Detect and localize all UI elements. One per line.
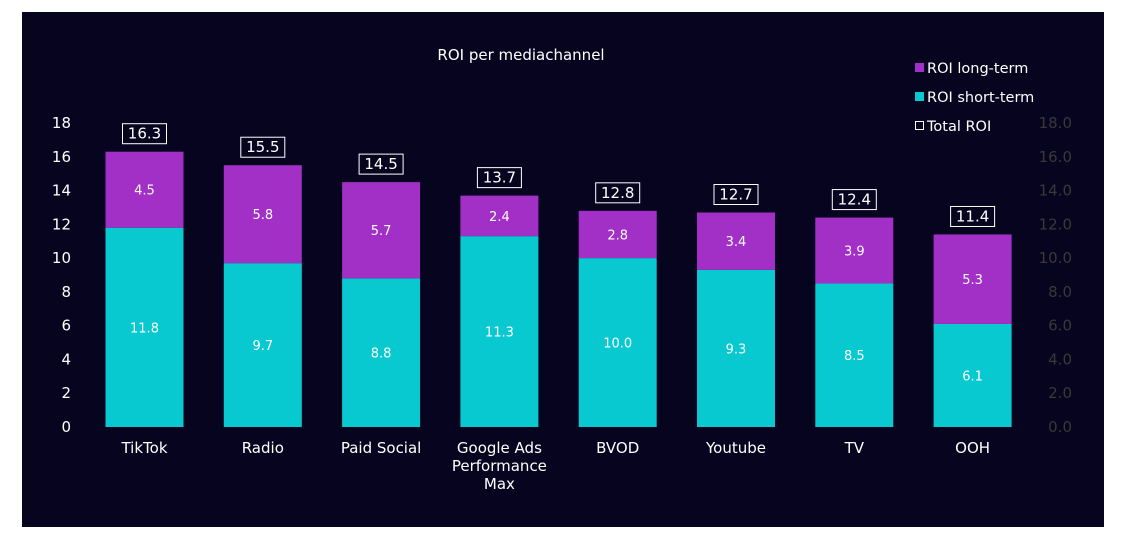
data-label-short-term: 10.0	[603, 337, 632, 352]
bar-long-term[interactable]	[578, 210, 657, 259]
x-tick-label: BVOD	[596, 439, 639, 457]
total-label: 15.5	[246, 138, 279, 156]
x-tick-label: TikTok	[120, 439, 167, 457]
data-label-short-term: 11.3	[485, 326, 514, 341]
y2-tick-label: 10.0	[1039, 249, 1072, 267]
bar-long-term[interactable]	[223, 165, 302, 264]
bar-short-term[interactable]	[933, 323, 1012, 427]
chart-panel: 0.0 2.0 4.0 6.0 8.0 10.0 12.0 14.0 16.0 18.0 0 2 4 6…	[22, 12, 1104, 527]
x-tick-label: Radio	[242, 439, 284, 457]
total-label-box	[713, 184, 759, 206]
bars: 11.8 4.5 16.3 9.7 5.8 15.5 8.8 5.7 14.5 11.3 2.4 13…	[105, 123, 1012, 427]
total-label-box	[476, 167, 522, 189]
bar-short-term[interactable]	[578, 258, 657, 427]
data-label-short-term: 8.8	[371, 347, 392, 362]
data-label-long-term: 5.8	[252, 208, 273, 223]
total-label-box	[595, 182, 641, 204]
category-axis: TikTok Radio Paid Social Google Ads Performa…	[120, 439, 990, 493]
data-label-short-term: 11.8	[130, 321, 159, 336]
y2-tick-label: 16.0	[1039, 148, 1072, 166]
primary-y-axis: 0 2 4 6 8 10 12 14 16 18	[52, 114, 71, 436]
total-label: 12.4	[838, 191, 871, 209]
bar-short-term[interactable]	[460, 236, 539, 427]
bar-long-term[interactable]	[460, 195, 539, 237]
y-tick-label: 12	[52, 215, 71, 233]
data-label-short-term: 9.7	[252, 339, 273, 354]
data-label-short-term: 8.5	[844, 349, 865, 364]
bar-short-term[interactable]	[342, 278, 421, 427]
y2-tick-label: 4.0	[1048, 350, 1072, 368]
bar-short-term[interactable]	[815, 283, 894, 427]
y2-tick-label: 2.0	[1048, 384, 1072, 402]
y-tick-label: 4	[61, 350, 71, 368]
x-tick-label: OOH	[955, 439, 990, 457]
total-label: 12.7	[719, 186, 752, 204]
y-tick-label: 14	[52, 182, 71, 200]
y2-tick-label: 8.0	[1048, 283, 1072, 301]
data-label-long-term: 2.8	[607, 228, 628, 243]
legend-label-short-term[interactable]: ROI short-term	[927, 90, 1034, 106]
x-tick-label: Youtube	[705, 439, 766, 457]
total-label: 13.7	[483, 169, 516, 187]
bar-long-term[interactable]	[933, 234, 1012, 324]
y-tick-label: 8	[61, 283, 71, 301]
total-label: 12.8	[601, 184, 634, 202]
y-tick-label: 10	[52, 249, 71, 267]
total-label: 16.3	[128, 125, 161, 143]
bar-long-term[interactable]	[697, 212, 775, 270]
bar-long-term[interactable]	[342, 182, 421, 279]
data-label-long-term: 2.4	[489, 210, 510, 225]
y2-tick-label: 6.0	[1048, 317, 1072, 335]
bar-short-term[interactable]	[223, 263, 302, 427]
y2-tick-label: 12.0	[1039, 215, 1072, 233]
chart-title: ROI per mediachannel	[437, 46, 604, 64]
data-label-long-term: 5.7	[371, 224, 392, 239]
legend-swatch-total	[915, 121, 924, 130]
bar-long-term[interactable]	[105, 151, 184, 228]
total-label: 11.4	[956, 207, 989, 225]
total-label-box	[240, 136, 286, 158]
bar-short-term[interactable]	[105, 227, 184, 427]
y-tick-label: 18	[52, 114, 71, 132]
data-label-long-term: 5.3	[962, 273, 983, 288]
total-label-box	[122, 123, 167, 145]
data-label-long-term: 3.4	[726, 235, 747, 250]
total-label-box	[950, 205, 996, 227]
y-tick-label: 16	[52, 148, 71, 166]
x-tick-label: TV	[844, 439, 865, 457]
total-label-box	[358, 153, 404, 175]
roi-chart: 0.0 2.0 4.0 6.0 8.0 10.0 12.0 14.0 16.0 18.0 0 2 4 6…	[52, 46, 1072, 493]
total-label-box	[831, 189, 877, 211]
x-tick-label: Paid Social	[341, 439, 422, 457]
data-label-short-term: 9.3	[726, 342, 747, 357]
bar-short-term[interactable]	[697, 269, 775, 427]
y-tick-label: 6	[61, 317, 71, 335]
secondary-y-axis: 0.0 2.0 4.0 6.0 8.0 10.0 12.0 14.0 16.0 18.0	[1039, 114, 1072, 436]
y2-tick-label: 18.0	[1039, 114, 1072, 132]
total-label: 14.5	[364, 155, 397, 173]
y2-tick-label: 14.0	[1039, 182, 1072, 200]
data-label-long-term: 3.9	[844, 245, 865, 260]
data-label-long-term: 4.5	[134, 184, 155, 199]
legend-label-total[interactable]: Total ROI	[926, 119, 991, 135]
y2-tick-label: 0.0	[1048, 418, 1072, 436]
legend-label-long-term[interactable]: ROI long-term	[927, 61, 1028, 77]
bar-long-term[interactable]	[815, 217, 894, 284]
y-tick-label: 2	[61, 384, 71, 402]
legend: ROI long-term ROI short-term Total ROI	[915, 61, 1034, 135]
legend-swatch-long-term	[915, 63, 924, 72]
data-label-short-term: 6.1	[962, 369, 983, 384]
x-tick-label: Google Ads Performance Max	[452, 439, 547, 493]
y-tick-label: 0	[61, 418, 71, 436]
legend-swatch-short-term	[915, 92, 924, 101]
